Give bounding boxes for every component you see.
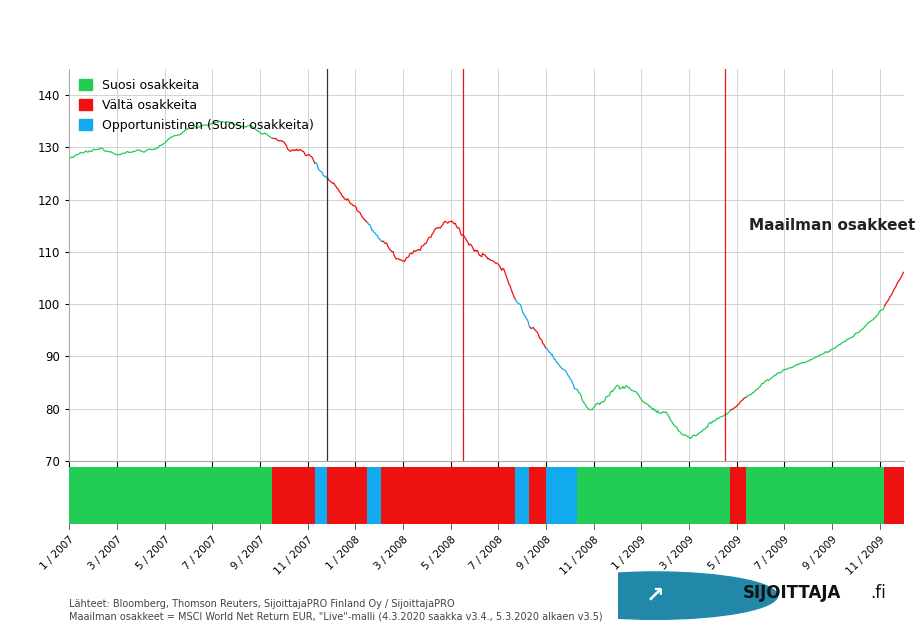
Text: 9 / 2007: 9 / 2007	[230, 535, 267, 572]
Bar	[314, 467, 326, 524]
Bar	[546, 467, 577, 524]
Text: Maailman osakkeet = MSCI World Net Return EUR, "Live"-malli (4.3.2020 saakka v3.: Maailman osakkeet = MSCI World Net Retur…	[69, 612, 603, 622]
Text: 9 / 2008: 9 / 2008	[515, 535, 553, 572]
Text: 11 / 2008: 11 / 2008	[559, 535, 601, 577]
Text: 1 / 2007: 1 / 2007	[39, 535, 77, 572]
Text: Maailman osakkeet: Maailman osakkeet	[749, 218, 915, 233]
Text: .fi: .fi	[869, 584, 885, 603]
Legend: Suosi osakkeita, Vältä osakkeita, Opportunistinen (Suosi osakkeita): Suosi osakkeita, Vältä osakkeita, Opport…	[76, 75, 317, 135]
Bar	[367, 467, 382, 524]
Text: Lähteet: Bloomberg, Thomson Reuters, SijoittajaPRO Finland Oy / SijoittajaPRO: Lähteet: Bloomberg, Thomson Reuters, Sij…	[69, 599, 455, 609]
Text: 3 / 2009: 3 / 2009	[658, 535, 696, 572]
Text: 7 / 2008: 7 / 2008	[468, 535, 505, 572]
Text: 5 / 2009: 5 / 2009	[706, 535, 744, 572]
Bar	[515, 467, 529, 524]
Text: 11 / 2009: 11 / 2009	[845, 535, 887, 577]
Circle shape	[534, 572, 777, 619]
Text: 5 / 2007: 5 / 2007	[135, 535, 171, 572]
Text: 1 / 2008: 1 / 2008	[325, 535, 362, 572]
Bar	[729, 467, 746, 524]
Text: 9 / 2009: 9 / 2009	[802, 535, 839, 572]
Text: 1 / 2009: 1 / 2009	[611, 535, 648, 572]
Text: ↗: ↗	[646, 586, 665, 606]
Bar	[326, 467, 367, 524]
Text: 7 / 2007: 7 / 2007	[182, 535, 219, 572]
Bar	[746, 467, 884, 524]
Text: 3 / 2007: 3 / 2007	[87, 535, 124, 572]
Text: 3 / 2008: 3 / 2008	[372, 535, 410, 572]
Text: 11 / 2007: 11 / 2007	[273, 535, 314, 577]
Text: 7 / 2009: 7 / 2009	[754, 535, 791, 572]
Bar	[69, 467, 272, 524]
Bar	[272, 467, 314, 524]
Bar	[577, 467, 729, 524]
Text: SIJOITTAJA: SIJOITTAJA	[743, 584, 841, 603]
Text: 5 / 2008: 5 / 2008	[420, 535, 457, 572]
Bar	[529, 467, 546, 524]
Bar	[884, 467, 922, 524]
Bar	[382, 467, 515, 524]
